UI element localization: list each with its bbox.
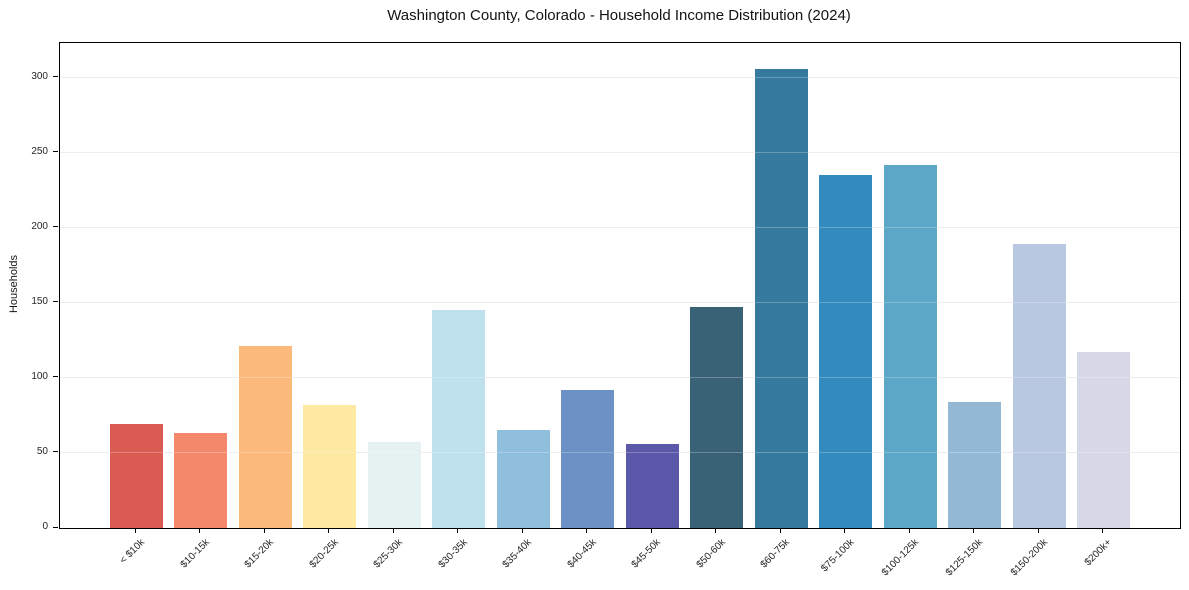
bar-$200k+ <box>1077 352 1130 528</box>
gridline <box>60 452 1180 454</box>
x-tick <box>973 529 975 533</box>
x-tick <box>135 529 136 533</box>
gridline <box>60 77 1180 79</box>
x-tick-label: $15-20k <box>242 537 277 571</box>
x-tick-label: $10-15k <box>178 537 212 571</box>
bar-$30-35k <box>432 310 486 528</box>
y-tick-label: 50 <box>36 445 48 457</box>
gridline <box>60 152 1180 154</box>
x-tick <box>779 529 781 533</box>
y-tick-label: 0 <box>42 521 48 532</box>
bar-$125-150k <box>948 401 1002 528</box>
bar-$150-200k <box>1012 244 1066 528</box>
bar-$40-45k <box>561 389 615 528</box>
x-tick-label: $200k+ <box>1083 537 1115 569</box>
x-tick <box>1037 529 1039 533</box>
x-tick <box>650 529 652 533</box>
gridline <box>60 452 1180 454</box>
bar-$100-125k <box>883 164 937 528</box>
gridline <box>60 227 1180 229</box>
bar-$45-50k <box>625 443 679 528</box>
x-tick-label: $40-45k <box>565 537 599 571</box>
x-tick <box>715 529 717 533</box>
y-tick <box>53 376 58 378</box>
x-tick <box>328 529 330 533</box>
bar-$50-60k <box>690 307 744 528</box>
y-tick <box>53 151 58 153</box>
bar-$10-15k <box>174 433 228 528</box>
y-tick-label: 150 <box>31 295 48 307</box>
y-tick-label: 250 <box>31 145 48 157</box>
x-tick-label: $100-125k <box>879 537 921 579</box>
gridline <box>60 227 1180 229</box>
bar-$25-30k <box>367 442 421 528</box>
x-tick <box>457 529 459 533</box>
x-tick-label: $20-25k <box>307 537 341 571</box>
x-tick-label: $30-35k <box>436 537 470 571</box>
bar-$75-100k <box>819 175 873 528</box>
x-tick-label: $50-60k <box>694 537 728 571</box>
y-tick <box>53 226 58 228</box>
x-tick <box>199 529 201 533</box>
x-tick-label: $125-150k <box>944 537 986 579</box>
bar-$20-25k <box>303 404 357 528</box>
y-tick-label: 100 <box>31 370 48 382</box>
x-tick-label: $25-30k <box>371 537 406 571</box>
x-tick-label: < $10k <box>118 537 148 567</box>
bar-< $10k <box>110 424 163 528</box>
y-tick <box>53 526 58 528</box>
gridline <box>60 377 1180 379</box>
x-tick-label: $45-50k <box>629 537 664 571</box>
x-tick <box>908 529 910 533</box>
x-tick <box>263 529 265 533</box>
bar-$60-75k <box>754 68 808 528</box>
x-tick <box>586 529 588 533</box>
x-tick-label: $35-40k <box>500 537 535 571</box>
y-tick-label: 200 <box>31 220 48 232</box>
bar-$35-40k <box>496 430 550 528</box>
x-tick <box>1102 529 1103 533</box>
y-tick <box>53 301 58 303</box>
gridline <box>60 302 1180 304</box>
gridline <box>60 77 1180 79</box>
plot-area <box>59 42 1181 529</box>
bar-$15-20k <box>238 346 292 528</box>
chart-title: Washington County, Colorado - Household … <box>387 7 851 24</box>
y-tick <box>53 76 58 78</box>
x-tick-label: $75-100k <box>819 537 857 575</box>
gridline <box>60 302 1180 304</box>
y-tick <box>53 451 58 453</box>
gridline <box>60 377 1180 379</box>
x-tick-label: $150-200k <box>1008 537 1050 579</box>
x-tick <box>844 529 846 533</box>
x-tick <box>521 529 523 533</box>
gridline <box>60 152 1180 154</box>
y-tick-label: 300 <box>31 70 48 82</box>
x-tick-label: $60-75k <box>758 537 792 571</box>
x-tick <box>392 529 394 533</box>
